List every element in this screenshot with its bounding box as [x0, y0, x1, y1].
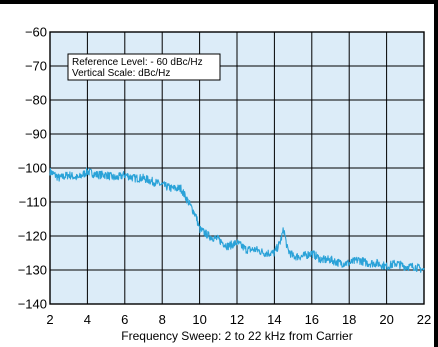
- y-tick-label: −90: [25, 127, 47, 142]
- x-tick-label: 6: [121, 312, 128, 327]
- x-tick-label: 22: [417, 312, 431, 327]
- y-tick-label: −80: [25, 93, 47, 108]
- x-tick-label: 20: [379, 312, 393, 327]
- x-tick-labels: 2 4 6 8 10 12 14 16 18 20 22: [46, 312, 431, 327]
- x-tick-label: 2: [46, 312, 53, 327]
- x-tick-label: 4: [84, 312, 91, 327]
- x-tick-label: 8: [159, 312, 166, 327]
- y-tick-label: −100: [18, 161, 47, 176]
- x-tick-label: 18: [342, 312, 356, 327]
- series-line: [49, 167, 425, 273]
- x-tick-label: 12: [230, 312, 244, 327]
- annotation-box: Reference Level: - 60 dBc/Hz Vertical Sc…: [67, 53, 221, 81]
- y-tick-label: −120: [18, 229, 47, 244]
- x-tick-label: 14: [267, 312, 281, 327]
- annotation-reference-level: Reference Level: - 60 dBc/Hz: [72, 57, 203, 68]
- y-tick-label: −140: [18, 297, 47, 312]
- y-tick-label: −70: [25, 59, 47, 74]
- x-tick-label: 10: [192, 312, 206, 327]
- x-tick-label: 16: [305, 312, 319, 327]
- annotation-box-border: [67, 53, 221, 81]
- y-tick-labels: −60 −70 −80 −90 −100 −110 −120 −130 −140: [18, 25, 47, 312]
- y-tick-label: −130: [18, 263, 47, 278]
- y-tick-label: −60: [25, 25, 47, 40]
- grid-lines: [49, 31, 425, 305]
- x-axis-label: Frequency Sweep: 2 to 22 kHz from Carrie…: [121, 329, 352, 343]
- y-tick-label: −110: [19, 195, 47, 210]
- annotation-vertical-scale: Vertical Scale: dBc/Hz: [72, 68, 170, 79]
